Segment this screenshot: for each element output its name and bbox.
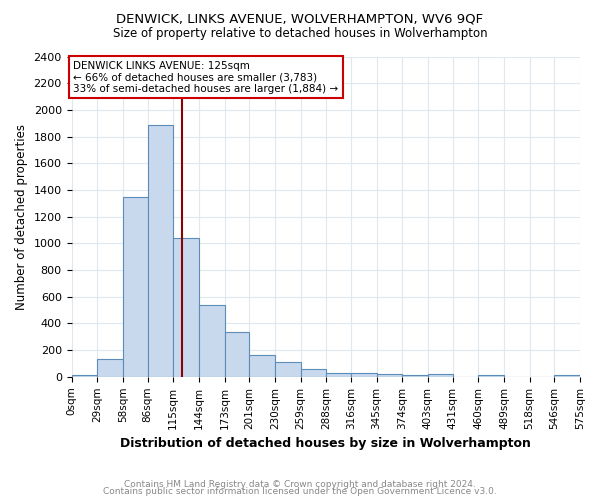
Text: Contains HM Land Registry data © Crown copyright and database right 2024.: Contains HM Land Registry data © Crown c… bbox=[124, 480, 476, 489]
Bar bbox=[478, 375, 504, 377]
Bar bbox=[71, 375, 97, 377]
Bar bbox=[326, 373, 351, 377]
Bar bbox=[377, 374, 402, 377]
Bar bbox=[199, 304, 224, 377]
Bar bbox=[301, 369, 326, 377]
Bar bbox=[351, 374, 377, 377]
Bar bbox=[97, 360, 123, 377]
Bar bbox=[275, 362, 301, 377]
Bar bbox=[224, 332, 249, 377]
Bar bbox=[123, 196, 148, 377]
Bar bbox=[428, 374, 452, 377]
Text: Size of property relative to detached houses in Wolverhampton: Size of property relative to detached ho… bbox=[113, 28, 487, 40]
Text: DENWICK, LINKS AVENUE, WOLVERHAMPTON, WV6 9QF: DENWICK, LINKS AVENUE, WOLVERHAMPTON, WV… bbox=[116, 12, 484, 26]
X-axis label: Distribution of detached houses by size in Wolverhampton: Distribution of detached houses by size … bbox=[121, 437, 531, 450]
Bar bbox=[402, 375, 428, 377]
Bar bbox=[554, 375, 580, 377]
Bar bbox=[249, 355, 275, 377]
Bar bbox=[148, 124, 173, 377]
Text: DENWICK LINKS AVENUE: 125sqm
← 66% of detached houses are smaller (3,783)
33% of: DENWICK LINKS AVENUE: 125sqm ← 66% of de… bbox=[73, 60, 338, 94]
Bar bbox=[173, 238, 199, 377]
Y-axis label: Number of detached properties: Number of detached properties bbox=[15, 124, 28, 310]
Text: Contains public sector information licensed under the Open Government Licence v3: Contains public sector information licen… bbox=[103, 488, 497, 496]
